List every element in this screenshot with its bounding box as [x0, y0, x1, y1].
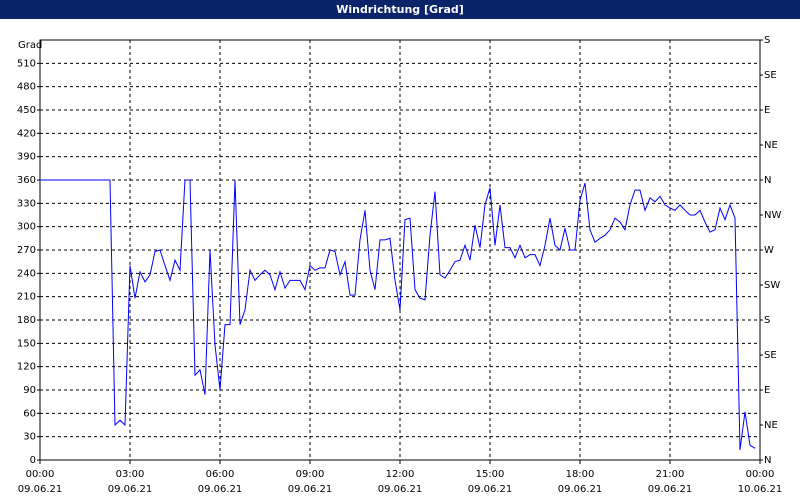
y-tick-label: 120	[17, 362, 36, 373]
y2-tick-label: S	[764, 315, 770, 326]
y2-tick-label: E	[764, 105, 770, 116]
x-tick-label: 12:00	[386, 469, 415, 480]
y2-tick-label: N	[764, 175, 771, 186]
y-tick-label: 270	[17, 245, 36, 256]
y-tick-label: 90	[23, 385, 36, 396]
y-tick-label: 450	[17, 105, 36, 116]
x-tick-date: 09.06.21	[378, 484, 423, 495]
y2-tick-label: NE	[764, 420, 778, 431]
x-tick-label: 21:00	[656, 469, 685, 480]
x-tick-date: 09.06.21	[558, 484, 603, 495]
y2-tick-label: SW	[764, 280, 780, 291]
x-tick-label: 00:00	[746, 469, 775, 480]
x-tick-label: 18:00	[566, 469, 595, 480]
y-tick-label: 0	[30, 455, 36, 466]
y-tick-label: 510	[17, 58, 36, 69]
y2-tick-label: NE	[764, 140, 778, 151]
y2-tick-label: S	[764, 35, 770, 46]
y-tick-label: 420	[17, 128, 36, 139]
y-tick-label: 390	[17, 152, 36, 163]
x-tick-label: 15:00	[476, 469, 505, 480]
x-tick-date: 09.06.21	[18, 484, 63, 495]
x-tick-date: 09.06.21	[648, 484, 693, 495]
x-tick-date: 09.06.21	[288, 484, 333, 495]
data-line	[40, 179, 756, 450]
y-tick-label: 330	[17, 198, 36, 209]
y2-tick-label: N	[764, 455, 771, 466]
y-tick-label: 30	[23, 432, 36, 443]
x-tick-label: 00:00	[26, 469, 55, 480]
x-tick-label: 09:00	[296, 469, 325, 480]
y2-tick-label: W	[764, 245, 774, 256]
y-tick-label: 60	[23, 408, 36, 419]
y-tick-label: 360	[17, 175, 36, 186]
y-tick-label: 300	[17, 222, 36, 233]
y-tick-label: 480	[17, 82, 36, 93]
y-tick-label: 240	[17, 268, 36, 279]
x-tick-date: 09.06.21	[468, 484, 513, 495]
x-tick-date: 09.06.21	[108, 484, 153, 495]
y2-tick-label: NW	[764, 210, 781, 221]
y2-tick-label: E	[764, 385, 770, 396]
x-tick-label: 03:00	[116, 469, 145, 480]
y2-tick-label: SE	[764, 70, 777, 81]
x-tick-date: 09.06.21	[198, 484, 243, 495]
y-axis-label: Grad	[18, 40, 42, 51]
y-tick-label: 150	[17, 338, 36, 349]
title-bar	[0, 0, 800, 19]
y-tick-label: 210	[17, 292, 36, 303]
x-tick-date: 10.06.21	[738, 484, 783, 495]
y2-tick-label: SE	[764, 350, 777, 361]
chart-title: Windrichtung [Grad]	[336, 3, 464, 16]
x-tick-label: 06:00	[206, 469, 235, 480]
y-tick-label: 180	[17, 315, 36, 326]
